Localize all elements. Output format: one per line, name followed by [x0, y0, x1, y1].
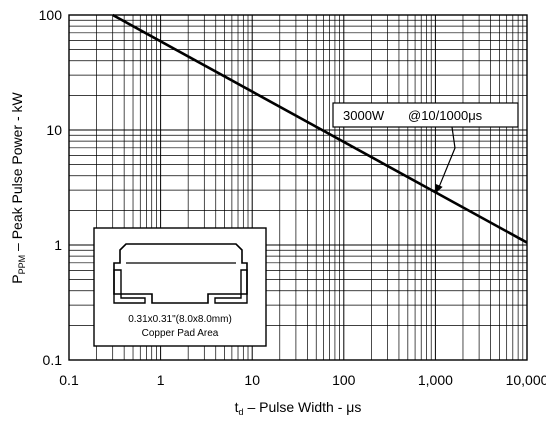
y-tick-label: 0.1 — [43, 352, 63, 368]
series-group — [112, 13, 528, 244]
inset-pad-diagram: 0.31x0.31"(8.0x8.0mm) Copper Pad Area — [93, 227, 267, 347]
x-axis-title-main: t — [235, 399, 239, 415]
x-tick-label: 100 — [332, 372, 356, 388]
annotation-text-power: 3000W — [343, 108, 385, 123]
x-tick-label: 1 — [157, 372, 165, 388]
tick-labels: 0.1 1 10 100 1,000 10,000 0.1 1 10 100 — [39, 7, 546, 388]
right-copper-pad — [214, 269, 248, 304]
annotation-arrowhead — [435, 183, 443, 194]
inset-dimension-text: 0.31x0.31"(8.0x8.0mm) — [128, 314, 232, 325]
series-line — [112, 13, 528, 244]
annotation-arrow — [437, 126, 456, 189]
y-axis-title: PPPM – Peak Pulse Power - kW — [9, 91, 27, 283]
x-axis-title: td – Pulse Width - μs — [235, 399, 362, 417]
y-tick-label: 1 — [54, 237, 62, 253]
left-copper-pad — [113, 269, 146, 304]
x-axis-title-sub: d — [239, 407, 244, 417]
plot-frame — [68, 14, 528, 361]
y-axis-title-main: P — [9, 274, 25, 283]
component-body-shape — [113, 243, 248, 304]
y-axis-title-sub: PPM — [17, 255, 27, 275]
x-axis-title-rest: – Pulse Width - μs — [244, 399, 362, 415]
x-tick-label: 10,000 — [506, 372, 546, 388]
annotation: 3000W @10/1000μs — [332, 102, 519, 194]
annotation-box — [332, 102, 519, 128]
x-tick-label: 10 — [244, 372, 260, 388]
inset-caption-text: Copper Pad Area — [142, 328, 219, 339]
x-tick-label: 1,000 — [418, 372, 453, 388]
y-tick-label: 100 — [39, 7, 63, 23]
annotation-text-waveform: @10/1000μs — [408, 108, 483, 123]
y-tick-label: 10 — [46, 122, 62, 138]
y-axis-title-rest: – Peak Pulse Power - kW — [9, 91, 25, 254]
x-tick-label: 0.1 — [59, 372, 79, 388]
